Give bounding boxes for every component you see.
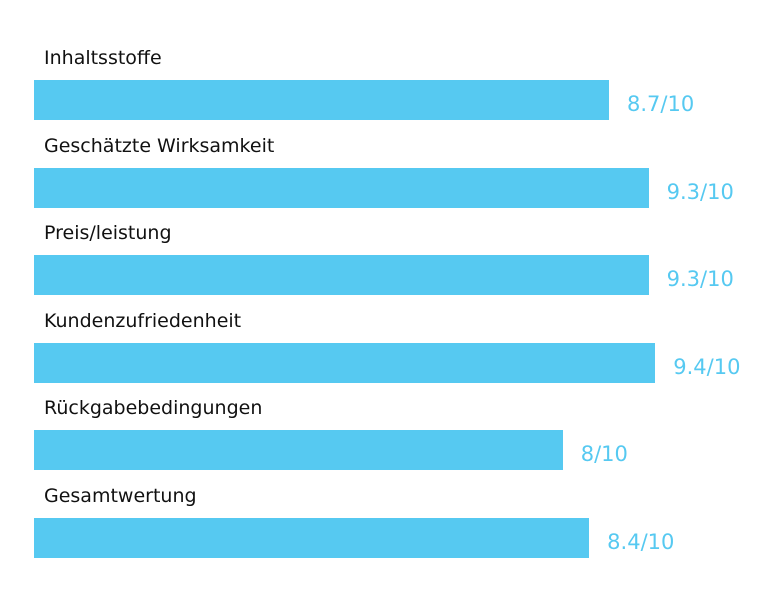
category-label: Rückgabebedingungen [44,397,263,420]
bar [34,430,563,471]
value-label: 8.7/10 [627,92,695,116]
value-label: 9.3/10 [666,179,734,204]
category-label: Gesamtwertung [44,485,197,507]
value-label: 8.4/10 [607,530,675,554]
value-label: 9.4/10 [673,354,741,379]
category-label: Geschätzte Wirksamkeit [44,134,275,157]
category-label: Kundenzufriedenheit [44,309,242,332]
value-label: 9.3/10 [666,267,734,292]
category-label: Inhaltsstoffe [44,47,162,69]
bar [34,167,649,208]
bar [34,255,649,296]
bar [34,80,609,120]
bar [34,518,590,558]
value-label: 8/10 [580,442,628,467]
category-label: Preis/leistung [44,222,172,245]
bar [34,342,656,383]
